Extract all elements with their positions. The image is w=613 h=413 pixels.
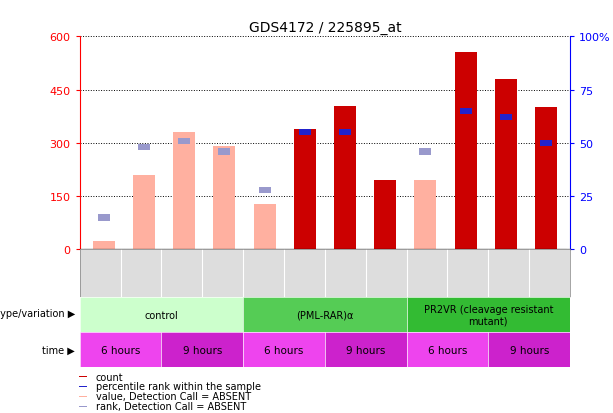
- Text: percentile rank within the sample: percentile rank within the sample: [96, 382, 261, 392]
- Bar: [93, 241, 115, 250]
- Text: rank, Detection Call = ABSENT: rank, Detection Call = ABSENT: [96, 401, 246, 411]
- Bar: [365, 250, 405, 324]
- Bar: [213, 147, 235, 250]
- Bar: [254, 204, 276, 250]
- Bar: [84, 250, 124, 324]
- Bar: [526, 250, 566, 324]
- Text: value, Detection Call = ABSENT: value, Detection Call = ABSENT: [96, 392, 251, 401]
- Text: 6 hours: 6 hours: [428, 345, 467, 355]
- Bar: [178, 138, 190, 145]
- Text: 6 hours: 6 hours: [101, 345, 140, 355]
- Bar: [284, 250, 325, 324]
- Bar: [164, 250, 204, 324]
- FancyBboxPatch shape: [78, 386, 87, 387]
- Bar: [374, 181, 396, 250]
- Text: (PML-RAR)α: (PML-RAR)α: [296, 310, 354, 320]
- Bar: [138, 145, 150, 151]
- Text: time ▶: time ▶: [42, 345, 75, 355]
- FancyBboxPatch shape: [78, 396, 87, 397]
- Bar: [218, 149, 230, 155]
- Bar: [133, 176, 155, 250]
- Bar: [245, 250, 284, 324]
- Bar: [495, 80, 517, 250]
- Text: count: count: [96, 372, 124, 382]
- Bar: [485, 250, 526, 324]
- Bar: [339, 130, 351, 136]
- Bar: [334, 106, 356, 250]
- Bar: [454, 53, 477, 250]
- Text: 9 hours: 9 hours: [346, 345, 386, 355]
- Text: 9 hours: 9 hours: [183, 345, 222, 355]
- Bar: [294, 129, 316, 250]
- Text: 9 hours: 9 hours: [509, 345, 549, 355]
- Bar: [460, 109, 471, 115]
- Text: control: control: [145, 310, 178, 320]
- FancyBboxPatch shape: [78, 406, 87, 407]
- Text: genotype/variation ▶: genotype/variation ▶: [0, 308, 75, 318]
- Bar: [500, 115, 512, 121]
- FancyBboxPatch shape: [78, 376, 87, 377]
- Bar: [325, 250, 365, 324]
- Title: GDS4172 / 225895_at: GDS4172 / 225895_at: [249, 21, 401, 35]
- Bar: [405, 250, 446, 324]
- Bar: [173, 133, 196, 250]
- Bar: [414, 181, 436, 250]
- Text: PR2VR (cleavage resistant
mutant): PR2VR (cleavage resistant mutant): [424, 304, 553, 326]
- Bar: [124, 250, 164, 324]
- Bar: [540, 140, 552, 147]
- Bar: [535, 108, 557, 250]
- Bar: [419, 149, 432, 155]
- Bar: [299, 130, 311, 136]
- Bar: [98, 215, 110, 221]
- Text: 6 hours: 6 hours: [264, 345, 303, 355]
- Bar: [204, 250, 245, 324]
- Bar: [259, 187, 270, 194]
- Bar: [446, 250, 485, 324]
